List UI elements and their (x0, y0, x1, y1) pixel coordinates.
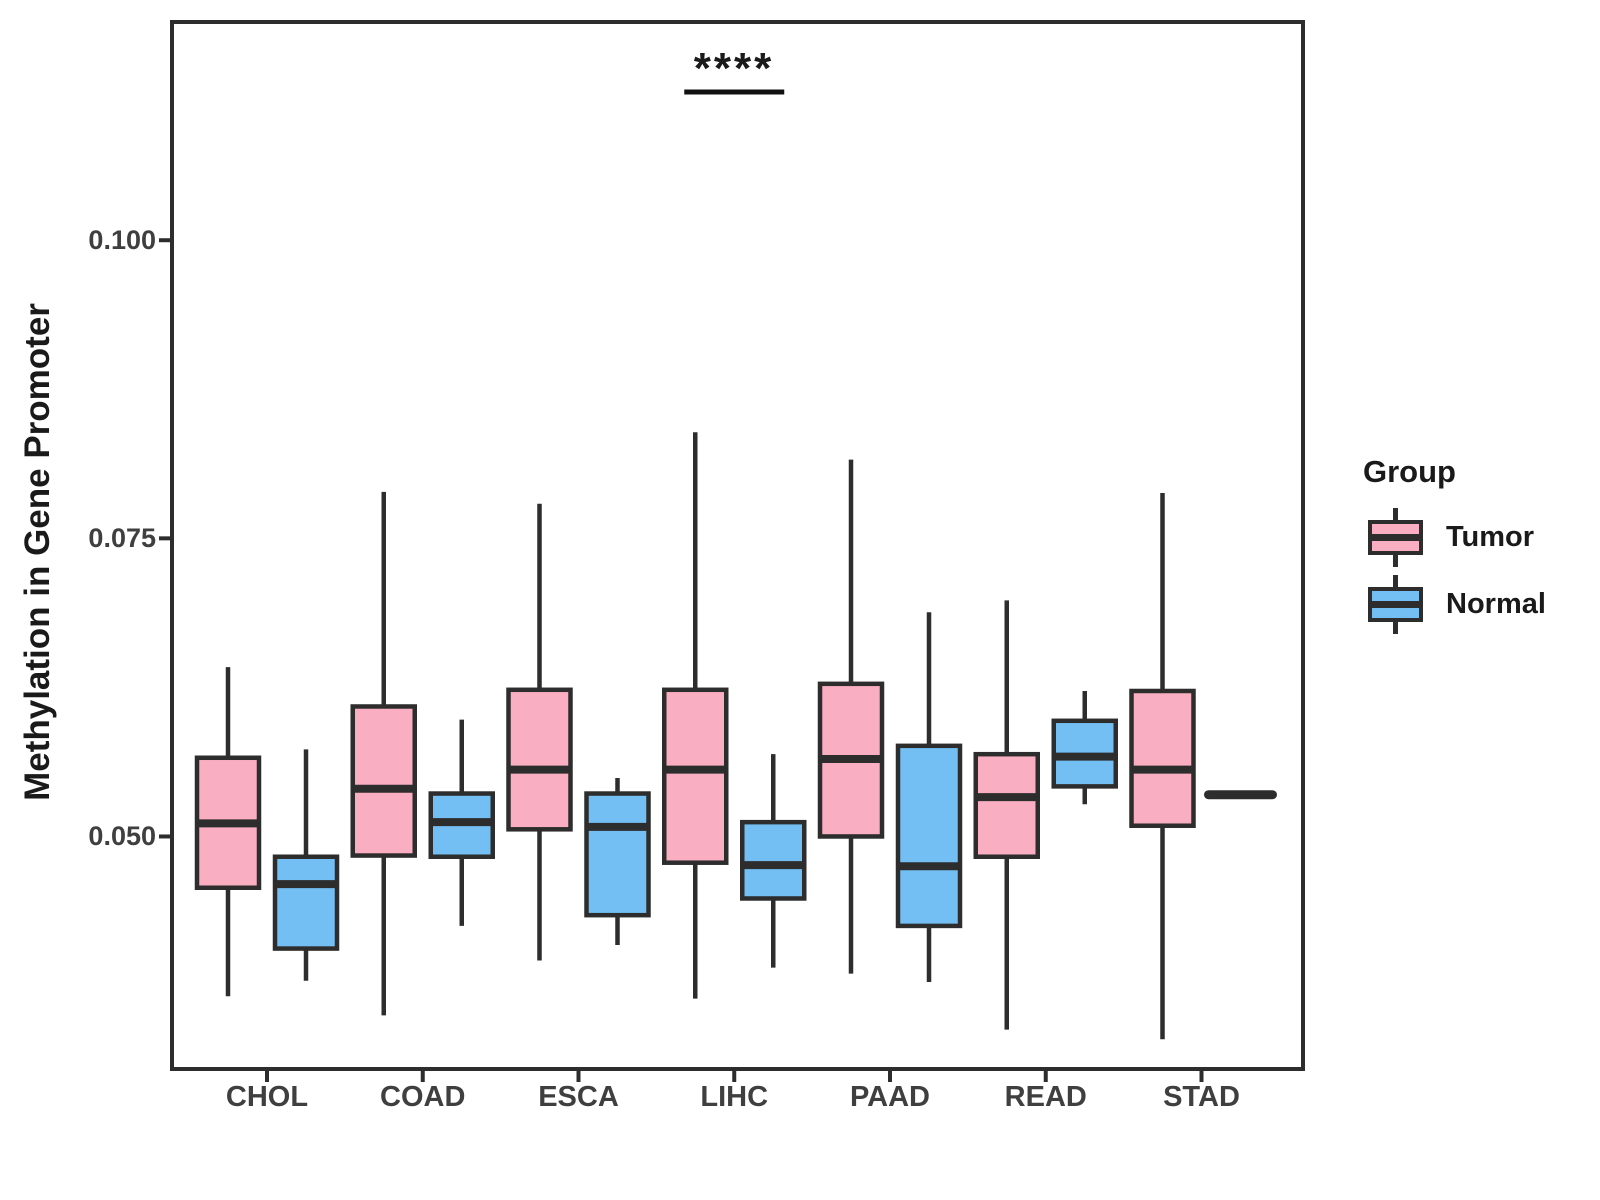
boxplot-esca-tumor (506, 503, 573, 961)
x-tick-label-read: READ (1004, 1081, 1087, 1113)
x-tick-label-coad: COAD (380, 1081, 466, 1113)
legend-label-tumor: Tumor (1446, 521, 1535, 553)
boxplot-chol-normal (272, 749, 340, 981)
x-tick-label-stad: STAD (1163, 1081, 1240, 1113)
swatch-median-line (1372, 601, 1419, 608)
legend: Group Tumor Normal (1340, 440, 1590, 650)
boxplot-lihc-normal (740, 754, 807, 968)
legend-title: Group (1363, 454, 1456, 489)
iqr-box (895, 743, 963, 929)
x-tick-label-lihc: LIHC (700, 1081, 769, 1113)
boxplot-read-normal (1051, 690, 1118, 805)
panel-border (170, 20, 1305, 1071)
iqr-box (740, 819, 807, 901)
y-tick-label: 0.050 (88, 821, 156, 852)
boxplot-lihc-tumor (662, 432, 729, 999)
significance-stars: **** (693, 44, 775, 93)
y-tick-label: 0.075 (88, 523, 156, 554)
iqr-box (584, 791, 651, 918)
legend-label-normal: Normal (1446, 588, 1546, 620)
tumor-boxplot-swatch (1368, 508, 1423, 567)
legend-entry-normal: Normal (1340, 575, 1590, 634)
x-tick-label-paad: PAAD (849, 1081, 931, 1113)
swatch-whisker-bottom (1393, 622, 1398, 634)
boxplot-read-tumor (973, 600, 1040, 1030)
x-tick-label-esca: ESCA (538, 1081, 619, 1113)
boxplot-esca-normal (584, 778, 651, 945)
x-tick-label-chol: CHOL (225, 1081, 309, 1113)
y-tick-label: 0.100 (88, 225, 156, 256)
swatch-whisker-top (1393, 575, 1398, 587)
iqr-box (272, 854, 340, 951)
legend-entry-tumor: Tumor (1340, 508, 1590, 567)
boxplot-paad-normal (895, 612, 963, 982)
swatch-whisker-bottom (1393, 555, 1398, 567)
iqr-box (350, 704, 417, 858)
iqr-box (1129, 688, 1196, 828)
iqr-box (506, 687, 573, 832)
boxplot-coad-normal (428, 719, 495, 926)
boxplot-paad-tumor (817, 459, 885, 974)
boxplot-chol-tumor (194, 667, 262, 997)
swatch-whisker-top (1393, 508, 1398, 520)
swatch-median-line (1372, 534, 1419, 541)
iqr-box (973, 751, 1040, 859)
normal-boxplot-swatch (1368, 575, 1423, 634)
iqr-box (662, 687, 729, 865)
boxplot-stad-tumor (1129, 493, 1196, 1040)
boxplot-coad-tumor (350, 491, 417, 1016)
